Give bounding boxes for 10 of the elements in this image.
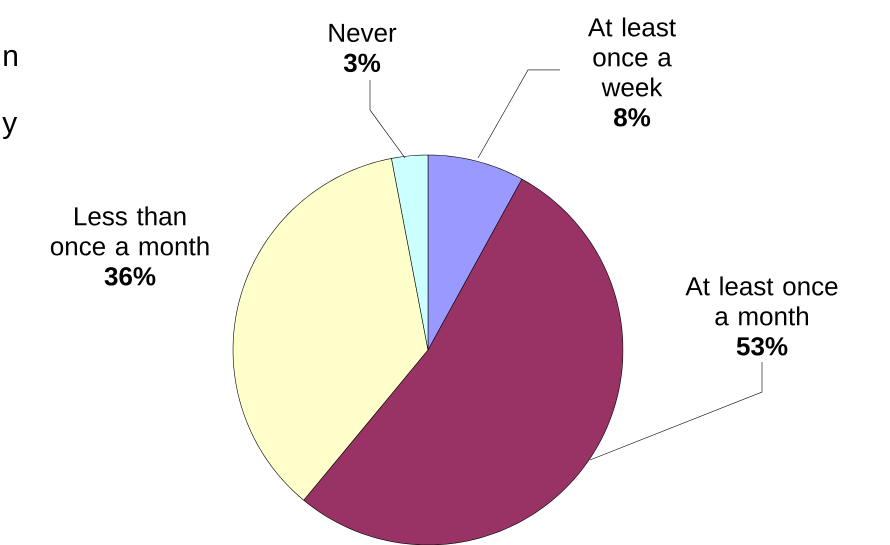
data-label: 8% <box>614 108 650 127</box>
slice-label: Never <box>329 24 396 42</box>
text: y <box>2 116 18 140</box>
data-label: 53% <box>736 337 788 356</box>
text: n <box>4 50 17 66</box>
slice-label: Less than once a month <box>50 206 208 256</box>
data-label: 36% <box>104 267 156 286</box>
data-label: 3% <box>344 54 380 72</box>
slice-label: At least once a week <box>588 17 676 97</box>
slice-label: At least once a month <box>685 276 838 326</box>
